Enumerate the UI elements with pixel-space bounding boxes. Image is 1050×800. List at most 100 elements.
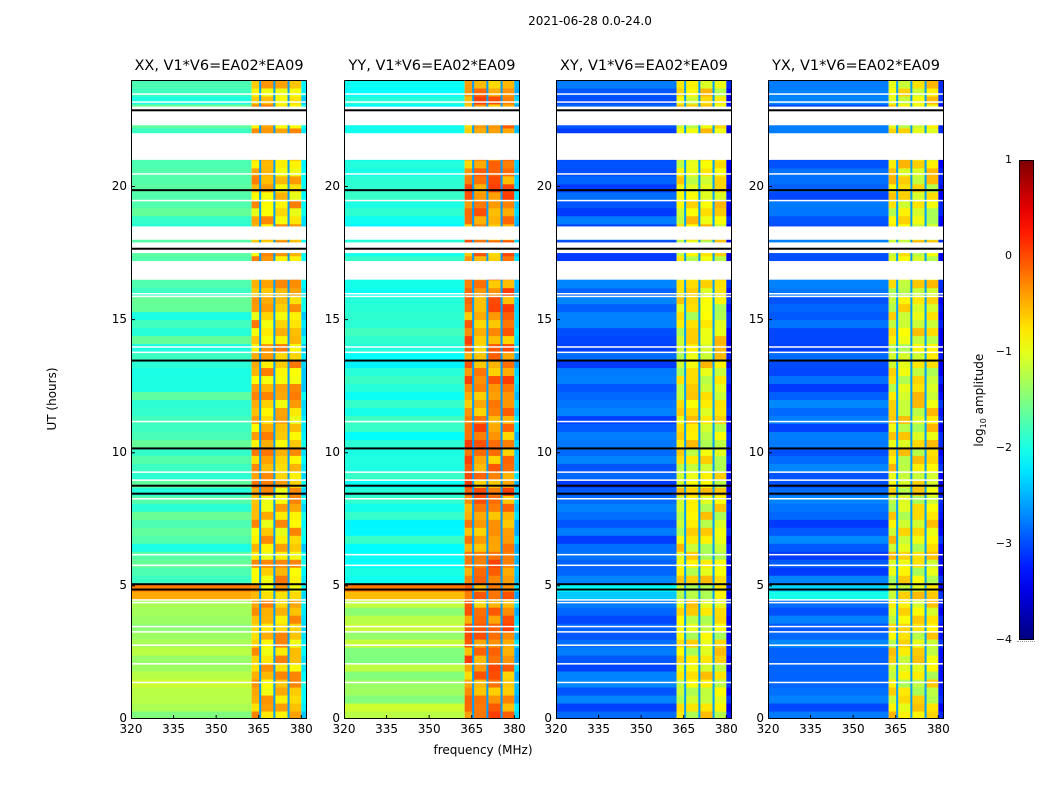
- heatmap-cell: [288, 495, 302, 504]
- heatmap-cell: [556, 615, 677, 624]
- heatmap-cell: [501, 183, 515, 193]
- heatmap-cell: [713, 471, 727, 480]
- heatmap-cell: [251, 519, 261, 528]
- heatmap-cell: [464, 487, 474, 496]
- flagged-region: [131, 261, 307, 280]
- heatmap-cell: [685, 575, 700, 584]
- heatmap-cell: [131, 703, 252, 712]
- heatmap-cell: [473, 551, 488, 560]
- flagged-line: [131, 553, 307, 556]
- heatmap-cell: [301, 167, 307, 177]
- heatmap-cell: [501, 679, 515, 688]
- gap-line: [131, 447, 307, 450]
- heatmap-cell: [473, 663, 488, 672]
- heatmap-cell: [487, 543, 502, 552]
- heatmap-cell: [301, 559, 307, 568]
- x-tick-label: 380: [502, 722, 526, 736]
- gap-line: [556, 359, 732, 362]
- heatmap-cell: [685, 351, 700, 361]
- flagged-line: [131, 564, 307, 567]
- heatmap-cell: [925, 575, 939, 584]
- flagged-line: [344, 553, 520, 556]
- heatmap-cell: [713, 551, 727, 560]
- flagged-region: [768, 261, 944, 280]
- heatmap-cell: [911, 687, 926, 696]
- heatmap-cell: [131, 359, 252, 369]
- heatmap-cell: [897, 431, 912, 440]
- heatmap-cell: [260, 215, 275, 225]
- heatmap-cell: [131, 439, 252, 448]
- heatmap-cell: [251, 383, 261, 393]
- heatmap-cell: [897, 559, 912, 568]
- x-tick-label: 380: [714, 722, 738, 736]
- heatmap-cell: [514, 287, 520, 297]
- heatmap-cell: [301, 583, 307, 592]
- heatmap-cell: [487, 455, 502, 464]
- heatmap-cell: [699, 383, 714, 393]
- heatmap-cell: [501, 167, 515, 177]
- heatmap-cell: [938, 647, 944, 656]
- heatmap-cell: [699, 407, 714, 416]
- heatmap-cell: [288, 255, 302, 265]
- heatmap-cell: [251, 215, 261, 225]
- heatmap-cell: [911, 551, 926, 560]
- heatmap-cell: [897, 631, 912, 640]
- heatmap-cell: [911, 567, 926, 576]
- heatmap-cell: [260, 687, 275, 696]
- heatmap-cell: [487, 367, 502, 377]
- heatmap-cell: [288, 215, 302, 225]
- heatmap-cell: [131, 647, 252, 656]
- flagged-line: [131, 199, 307, 202]
- heatmap-cell: [501, 655, 515, 664]
- heatmap-cell: [556, 375, 677, 385]
- heatmap-cell: [473, 711, 488, 719]
- heatmap-cell: [301, 311, 307, 321]
- heatmap-cell: [938, 439, 944, 448]
- heatmap-cell: [487, 495, 502, 504]
- heatmap-cell: [685, 487, 700, 496]
- heatmap-cell: [464, 463, 474, 472]
- heatmap-cell: [938, 295, 944, 305]
- heatmap-cell: [911, 655, 926, 664]
- heatmap-cell: [274, 447, 289, 456]
- heatmap-cell: [768, 631, 889, 640]
- heatmap-cell: [888, 647, 898, 656]
- heatmap-cell: [925, 199, 939, 209]
- heatmap-cell: [897, 127, 912, 137]
- heatmap-cell: [713, 399, 727, 408]
- heatmap-cell: [556, 415, 677, 424]
- heatmap-cell: [888, 343, 898, 353]
- heatmap-cell: [344, 655, 465, 664]
- heatmap-cell: [699, 399, 714, 408]
- heatmap-cell: [676, 207, 686, 217]
- heatmap-cell: [260, 455, 275, 464]
- colorbar-label-base: log: [971, 428, 986, 447]
- heatmap-cell: [556, 359, 677, 369]
- heatmap-cell: [344, 695, 465, 704]
- heatmap-cell: [768, 319, 889, 329]
- heatmap-cell: [288, 559, 302, 568]
- heatmap-cell: [344, 431, 465, 440]
- heatmap-cell: [888, 199, 898, 209]
- heatmap-cell: [501, 311, 515, 321]
- heatmap-cell: [487, 343, 502, 353]
- heatmap-cell: [768, 87, 889, 97]
- panel-yx: YX, V1*V6=EA02*EA09 320 335 350 365 380 0 5 10 15…: [749, 58, 950, 736]
- heatmap-cell: [301, 335, 307, 345]
- heatmap-cell: [556, 519, 677, 528]
- heatmap-cell: [726, 383, 732, 393]
- heatmap-cell: [676, 647, 686, 656]
- heatmap-cell: [473, 455, 488, 464]
- heatmap-cell: [685, 559, 700, 568]
- heatmap-cell: [911, 711, 926, 719]
- heatmap-cell: [260, 479, 275, 488]
- heatmap-cell: [888, 391, 898, 400]
- heatmap-cell: [713, 319, 727, 329]
- heatmap-cell: [897, 487, 912, 496]
- heatmap-cell: [676, 287, 686, 297]
- heatmap-cell: [938, 607, 944, 616]
- heatmap-cell: [888, 335, 898, 345]
- heatmap-cell: [274, 80, 289, 89]
- heatmap-cell: [288, 551, 302, 560]
- colorbar-tick-label: −3: [995, 537, 1012, 550]
